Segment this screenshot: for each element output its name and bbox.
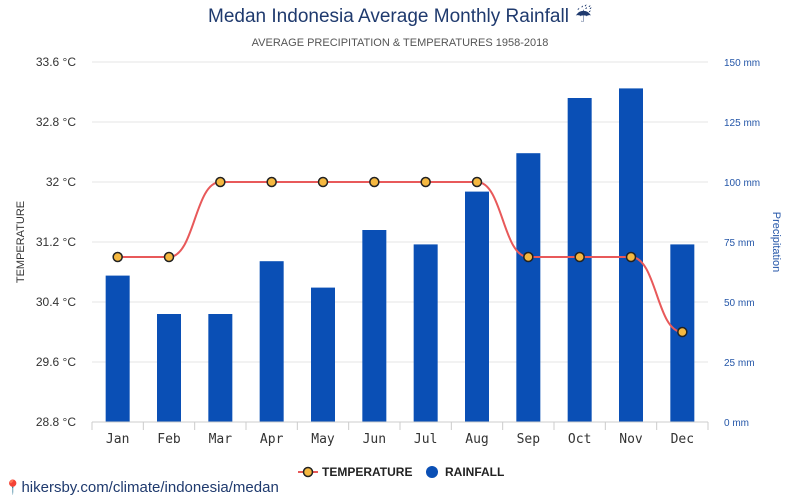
x-tick-label: Nov [619,432,643,447]
right-tick-label: 150 mm [724,58,760,69]
left-tick-label: 32 °C [46,175,76,189]
left-tick-label: 28.8 °C [36,415,76,429]
x-tick-label: Mar [209,432,233,447]
temperature-line-path [117,181,683,333]
chart-subtitle: AVERAGE PRECIPITATION & TEMPERATURES 195… [252,37,549,49]
right-tick-label: 75 mm [724,238,755,249]
temperature-line [112,176,688,338]
temperature-point-jan [112,251,123,263]
left-axis-title: TEMPERATURE [15,201,27,283]
temperature-point-nov [625,251,637,263]
x-tick-label: Jun [363,432,386,447]
temperature-point-may [317,176,329,188]
legend-label-rainfall: RAINFALL [445,465,504,479]
rainfall-bar-jul [413,244,438,422]
x-tick-label: Jul [414,432,437,447]
source-link[interactable]: 📍hikersby.com/climate/indonesia/medan [4,479,279,496]
rainfall-bar-sep [516,153,541,422]
rainfall-bar-jun [362,230,387,422]
left-tick-label: 31.2 °C [36,235,76,249]
location-pin-icon: 📍 [4,479,22,495]
x-tick-label: Dec [671,432,694,447]
grid-lines [92,61,708,423]
x-tick-label: Aug [465,432,488,447]
temperature-point-dec [677,326,688,338]
rainfall-bars [105,88,695,423]
temperature-point-apr [266,176,277,188]
temperature-point-oct [574,251,585,263]
rainfall-bar-jan [105,275,130,422]
x-tick-label: Feb [157,432,181,447]
rainfall-bar-aug [465,191,489,422]
left-axis-ticks: 28.8 °C 29.6 °C 30.4 °C 31.2 °C 32 °C 32.8 °C… [36,55,76,429]
left-tick-label: 30.4 °C [36,295,76,309]
x-tick-label: Jan [106,432,129,447]
chart-title: Medan Indonesia Average Monthly Rainfall… [208,4,592,27]
right-tick-label: 125 mm [724,118,760,129]
left-tick-label: 32.8 °C [36,115,76,129]
right-axis-title: Precipitation [770,212,782,273]
right-tick-label: 50 mm [724,298,755,309]
temperature-point-feb [163,251,175,263]
rainfall-bar-mar [208,314,233,422]
temperature-point-mar [215,176,226,188]
rainfall-bar-apr [259,261,284,422]
x-tick-label: Oct [568,432,591,447]
x-tick-label: May [311,432,335,447]
source-text: hikersby.com/climate/indonesia/medan [21,479,279,496]
left-tick-label: 29.6 °C [36,355,76,369]
x-axis: Jan Feb Mar Apr May Jun Jul Aug Sep Oct Nov Dec [91,421,709,447]
legend[interactable]: TEMPERATURE RAINFALL [298,465,504,479]
rainfall-bar-feb [157,314,181,422]
right-tick-label: 0 mm [724,418,749,429]
left-tick-label: 33.6 °C [36,55,76,69]
right-tick-label: 100 mm [724,178,760,189]
x-tick-label: Apr [260,432,284,447]
temperature-point-jul [420,176,431,188]
temperature-point-sep [523,251,534,263]
right-tick-label: 25 mm [724,358,755,369]
rainfall-bar-may [311,287,335,422]
temperature-point-aug [471,176,483,188]
right-axis-ticks: 0 mm 25 mm 50 mm 75 mm 100 mm 125 mm 150 mm [724,58,760,429]
x-tick-label: Sep [517,432,541,447]
legend-item-rainfall[interactable]: RAINFALL [426,465,504,479]
umbrella-rain-icon: ☔ [575,4,592,27]
legend-item-temperature[interactable]: TEMPERATURE [298,465,412,479]
legend-label-temperature: TEMPERATURE [322,465,412,479]
temperature-point-jun [369,176,380,188]
